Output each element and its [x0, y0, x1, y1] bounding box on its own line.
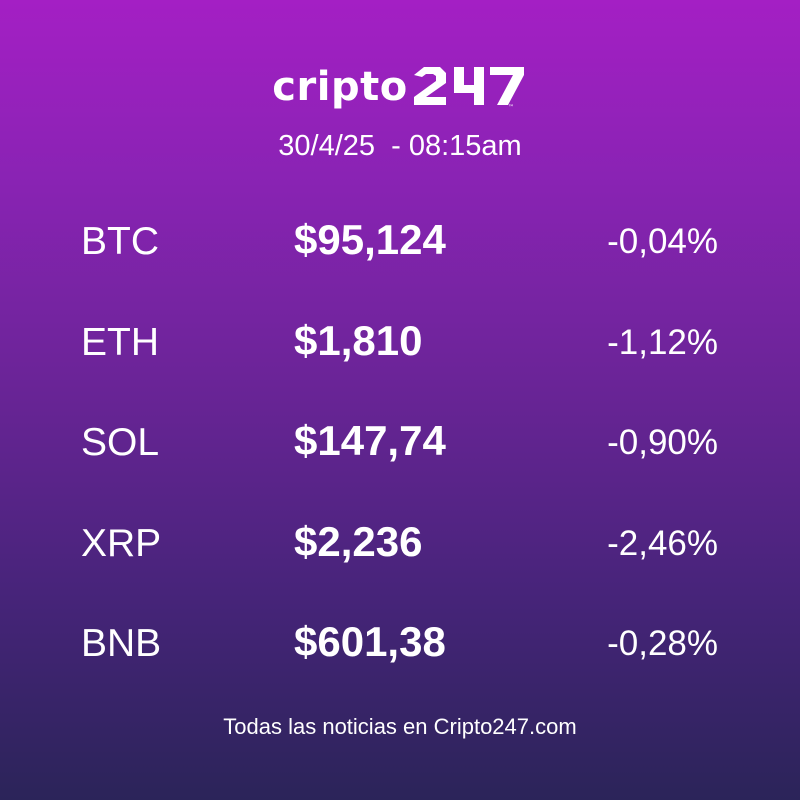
footer-note: Todas las noticias en Cripto247.com	[223, 714, 577, 739]
logo-wordmark: cripto	[272, 64, 408, 110]
price: $2,236	[294, 517, 423, 565]
price: $601,38	[294, 618, 446, 665]
price-row-btc: BTC $95,124 -0,04%	[0, 214, 800, 315]
price: $95,124	[294, 216, 446, 263]
price-row-sol: SOL $147,74 -0,90%	[0, 415, 800, 516]
symbol: XRP	[81, 521, 162, 565]
symbol: BTC	[81, 220, 159, 263]
logo-247-mark: ™	[413, 67, 524, 111]
price: $147,74	[294, 417, 446, 464]
logo-trademark: ™	[508, 104, 514, 111]
symbol: BNB	[81, 622, 162, 665]
price: $1,810	[294, 316, 423, 364]
change-percent: -0,90%	[607, 423, 718, 462]
change-percent: -1,12%	[607, 322, 718, 362]
change-percent: -0,28%	[607, 624, 718, 663]
change-percent: -0,04%	[607, 222, 718, 261]
price-row-bnb: BNB $601,38 -0,28%	[0, 616, 800, 717]
symbol: SOL	[81, 421, 160, 464]
cripto247-logo: cripto ™	[0, 58, 800, 116]
price-row-xrp: XRP $2,236 -2,46%	[0, 516, 800, 617]
price-list: BTC $95,124 -0,04% ETH $1,810 -1,12% SOL…	[0, 214, 800, 717]
change-percent: -2,46%	[607, 523, 718, 563]
symbol: ETH	[81, 320, 159, 364]
timestamp: 30/4/25 - 08:15am	[278, 130, 522, 162]
price-row-eth: ETH $1,810 -1,12%	[0, 315, 800, 416]
